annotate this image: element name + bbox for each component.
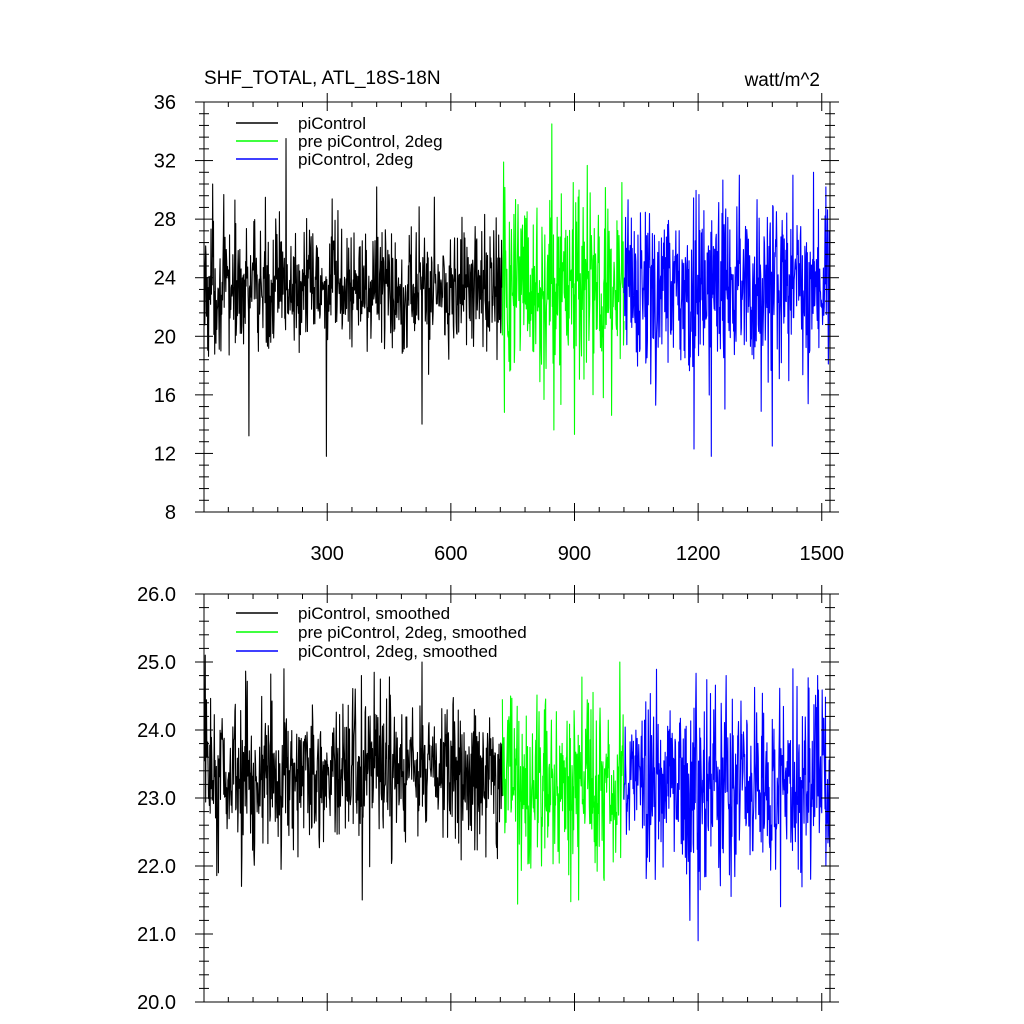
- y-tick-label: 36: [154, 92, 176, 114]
- x-tick-label: 300: [311, 543, 344, 565]
- top-panel-units: watt/m^2: [744, 70, 820, 91]
- x-tick-label: 900: [558, 543, 591, 565]
- bottom-panel-ticks: 20.0 21.0 22.0 23.0 24.0 25.0 26.0: [137, 584, 839, 1014]
- x-tick-label: 1200: [676, 543, 721, 565]
- legend-label: pre piControl, 2deg: [298, 132, 443, 151]
- y-tick-label: 32: [154, 151, 176, 173]
- series-line-picontrol-2deg: [623, 171, 831, 457]
- top-panel-frame: [203, 101, 831, 513]
- top-panel-ticks: 8 12 16 20 24 28 32 36 300 600 900 1200 1500: [154, 92, 844, 565]
- legend-label: pre piControl, 2deg, smoothed: [298, 623, 527, 642]
- y-tick-label: 12: [154, 443, 176, 465]
- y-tick-label: 22.0: [137, 856, 176, 878]
- series-line-pre-picontrol-2deg-smoothed: [501, 661, 625, 905]
- legend-label: piControl, smoothed: [298, 604, 450, 623]
- legend-label: piControl: [298, 114, 366, 133]
- top-panel-series-group: [203, 123, 831, 457]
- y-tick-label: 25.0: [137, 652, 176, 674]
- y-tick-label: 16: [154, 385, 176, 407]
- y-tick-label: 21.0: [137, 924, 176, 946]
- top-panel: SHF_TOTAL, ATL_18S-18N watt/m^2 8 12 16 20 2…: [154, 68, 844, 565]
- bottom-panel: 20.0 21.0 22.0 23.0 24.0 25.0 26.0 piControl, …: [137, 584, 839, 1014]
- x-tick-label: 600: [434, 543, 467, 565]
- y-tick-label: 24.0: [137, 720, 176, 742]
- y-tick-label: 20.0: [137, 992, 176, 1014]
- y-tick-label: 24: [154, 268, 176, 290]
- y-tick-label: 28: [154, 209, 176, 231]
- top-panel-title: SHF_TOTAL, ATL_18S-18N: [204, 68, 441, 89]
- series-line-picontrol-2deg-smoothed: [623, 668, 831, 942]
- x-tick-label: 1500: [800, 543, 845, 565]
- y-tick-label: 23.0: [137, 788, 176, 810]
- series-line-picontrol: [203, 138, 503, 457]
- legend-label: piControl, 2deg, smoothed: [298, 642, 497, 661]
- legend-label: piControl, 2deg: [298, 150, 413, 169]
- bottom-panel-series-group: [203, 654, 831, 942]
- y-tick-label: 26.0: [137, 584, 176, 606]
- series-line-picontrol-smoothed: [203, 654, 503, 901]
- y-tick-label: 8: [165, 502, 176, 524]
- series-line-pre-picontrol-2deg: [501, 123, 625, 435]
- y-tick-label: 20: [154, 326, 176, 348]
